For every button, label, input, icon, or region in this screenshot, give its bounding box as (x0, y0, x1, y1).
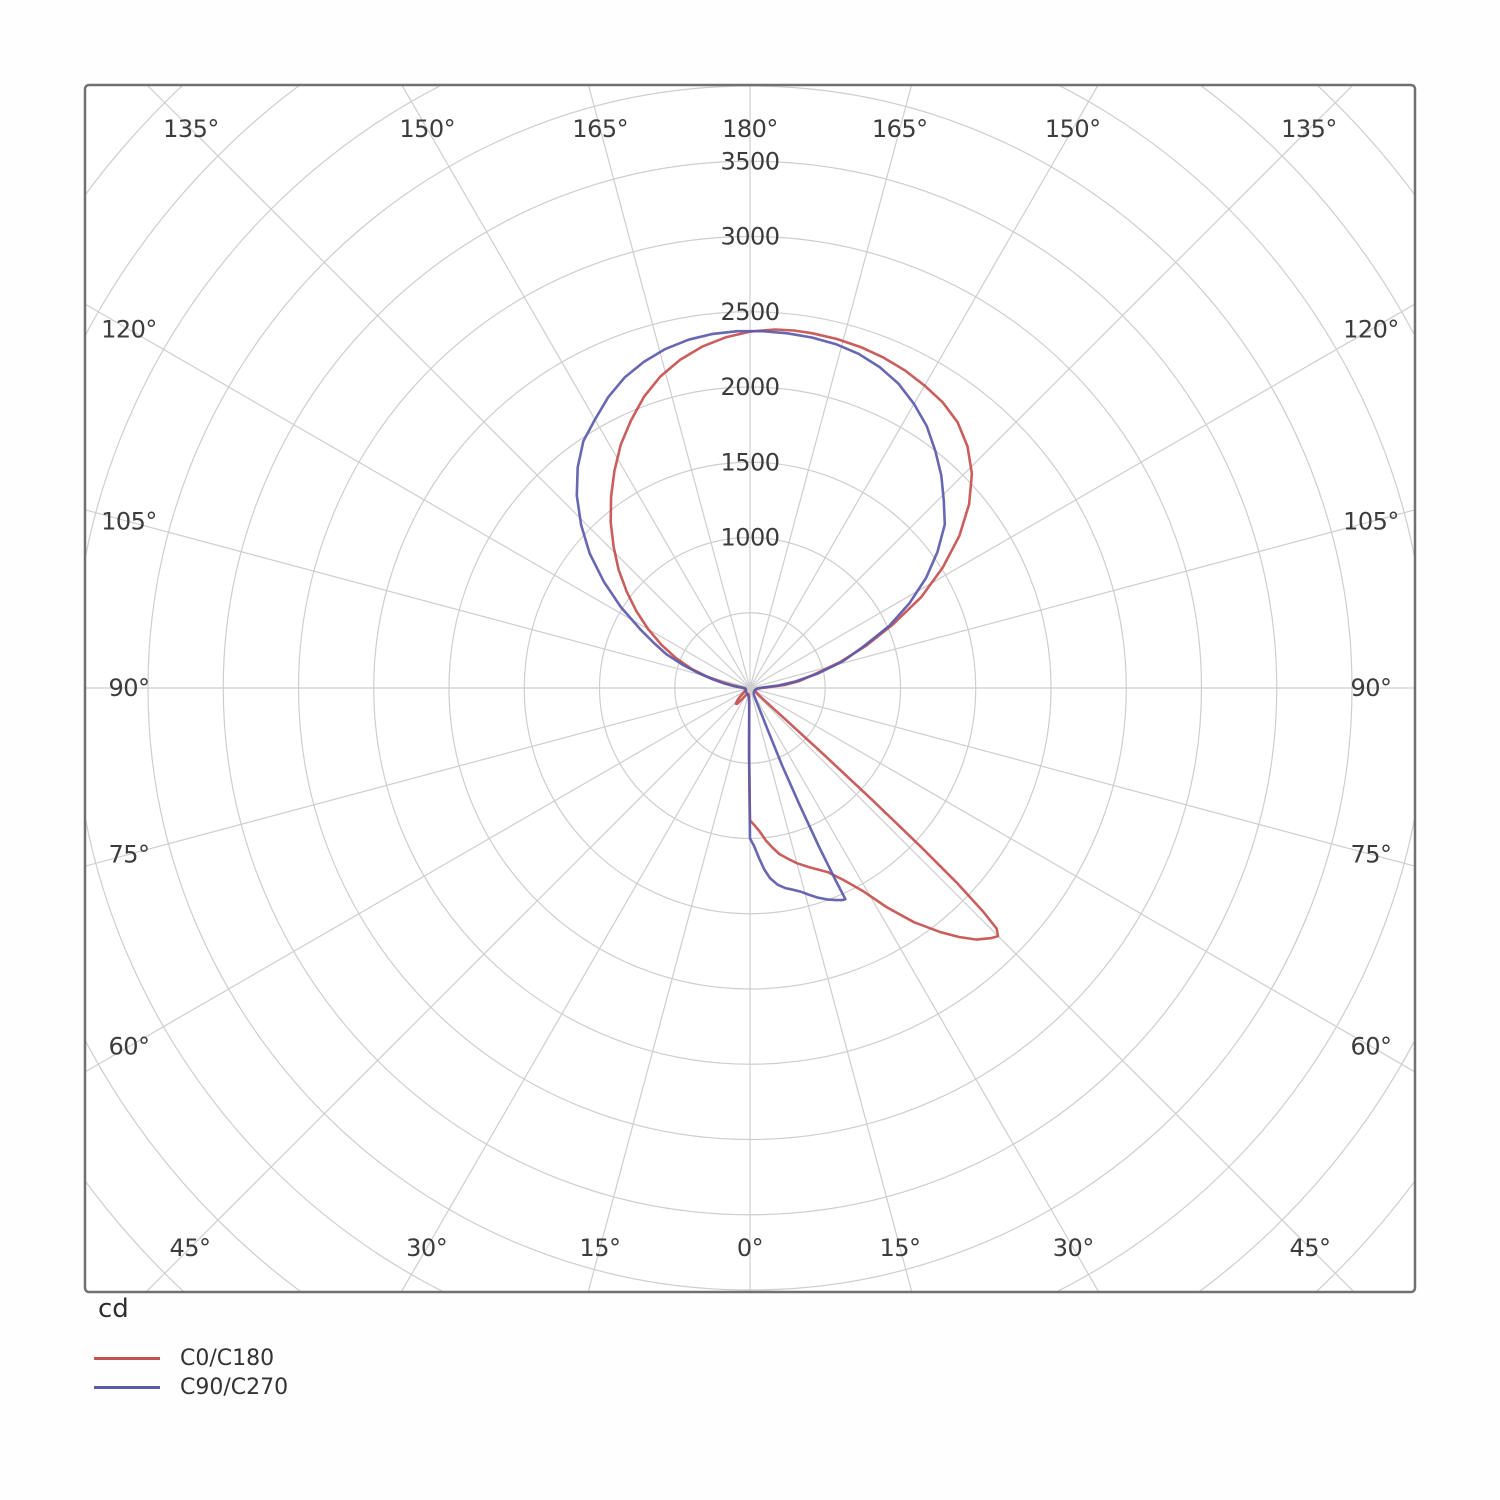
angle-label-240: 120° (101, 315, 157, 343)
curves (575, 328, 1000, 941)
angle-label-300: 60° (108, 1033, 149, 1061)
legend-label-c0-c180: C0/C180 (180, 1345, 275, 1371)
legend-item-c90-c270: C90/C270 (94, 1373, 288, 1402)
angle-label-150: 150° (1045, 115, 1101, 143)
grid-spoke-60 (749, 687, 1415, 1073)
angle-label-90: 90° (1350, 674, 1391, 702)
radial-label-1500: 1500 (720, 448, 779, 476)
grid-spoke-315 (145, 687, 751, 1292)
angle-label-30: 30° (1053, 1234, 1094, 1262)
angle-label-255: 105° (101, 508, 157, 536)
grid-spoke-240 (85, 303, 751, 689)
grid-spoke-165 (749, 85, 913, 689)
grid-spoke-195 (587, 85, 751, 689)
angle-label-270: 90° (108, 674, 149, 702)
radial-unit-label: cd (98, 1294, 129, 1324)
angle-label-345: 15° (579, 1234, 620, 1262)
angle-label-315: 45° (169, 1234, 210, 1262)
grid-spoke-30 (749, 687, 1100, 1292)
legend-label-c90-c270: C90/C270 (180, 1374, 289, 1400)
angle-label-75: 75° (1350, 840, 1391, 868)
grid-spoke-255 (85, 509, 751, 689)
angle-label-165: 165° (872, 115, 928, 143)
angle-label-60: 60° (1350, 1033, 1391, 1061)
angle-label-45: 45° (1289, 1234, 1330, 1262)
radial-label-2500: 2500 (720, 298, 779, 326)
angle-labels: 0° 15° 30° 45° 60° 75° 90° 105° 120° 135° 150° 165°… (101, 115, 1399, 1262)
grid-spoke-345 (587, 687, 751, 1292)
grid-spoke-15 (749, 687, 913, 1292)
angle-label-195: 165° (572, 115, 628, 143)
grid-spoke-105 (749, 509, 1415, 689)
angle-label-210: 150° (399, 115, 455, 143)
legend-item-c0-c180: C0/C180 (94, 1344, 288, 1373)
radial-label-2000: 2000 (720, 373, 779, 401)
grid-spoke-300 (85, 687, 751, 1073)
grid-spoke-210 (401, 85, 751, 689)
angle-label-285: 75° (108, 840, 149, 868)
angle-label-180: 180° (722, 115, 778, 143)
grid-spoke-45 (749, 687, 1355, 1292)
angle-label-330: 30° (406, 1234, 447, 1262)
grid-spoke-285 (85, 687, 751, 867)
legend-swatch-c90-c270 (94, 1386, 160, 1389)
radial-label-3000: 3000 (720, 223, 779, 251)
grid-spoke-150 (749, 85, 1099, 689)
legend-swatch-c0-c180 (94, 1357, 160, 1360)
angle-label-120: 120° (1343, 315, 1399, 343)
radial-label-1000: 1000 (720, 524, 779, 552)
radial-label-3500: 3500 (720, 147, 779, 175)
grid-spoke-330 (400, 687, 751, 1292)
angle-label-135: 135° (1281, 115, 1337, 143)
grid-spoke-75 (749, 687, 1415, 867)
grid-spoke-120 (749, 303, 1415, 689)
grid-spoke-135 (749, 85, 1354, 689)
curve-c90-c270 (575, 329, 947, 902)
angle-label-0: 0° (737, 1234, 763, 1262)
chart-legend: C0/C180 C90/C270 (94, 1344, 288, 1402)
angle-label-15: 15° (880, 1234, 921, 1262)
angle-label-225: 135° (163, 115, 219, 143)
angle-label-105: 105° (1343, 508, 1399, 536)
plot-border (83, 83, 1417, 1294)
grid-spoke-225 (146, 85, 751, 689)
radial-labels: 1000 1500 2000 2500 3000 3500 (720, 147, 780, 552)
